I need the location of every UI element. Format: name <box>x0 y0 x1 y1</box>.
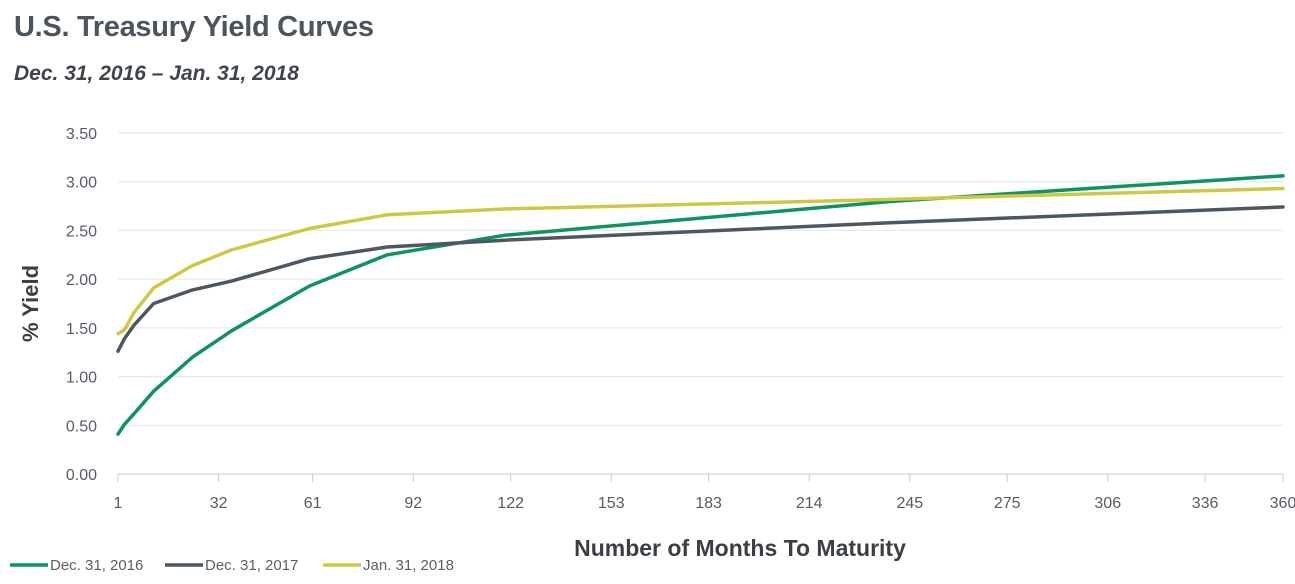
x-tick-label: 336 <box>1192 495 1219 512</box>
chart-title: U.S. Treasury Yield Curves <box>14 11 374 43</box>
y-tick-label: 1.50 <box>66 321 97 338</box>
x-axis-ticks: 1 32 61 92 122 153 183 214 245 275 306 336 360 <box>114 474 1295 512</box>
legend-label: Dec. 31, 2016 <box>50 557 143 574</box>
series-line <box>116 205 1285 353</box>
y-tick-label: 1.00 <box>66 370 97 387</box>
y-tick-label: 3.00 <box>66 175 97 192</box>
series-line <box>116 186 1285 336</box>
y-tick-label: 0.50 <box>66 418 97 435</box>
y-tick-label: 2.50 <box>66 223 97 240</box>
x-tick-label: 306 <box>1094 495 1121 512</box>
x-tick-label: 92 <box>404 495 422 512</box>
y-axis-label: % Yield <box>18 265 43 342</box>
y-tick-label: 3.50 <box>66 126 97 143</box>
x-tick-label: 214 <box>796 495 823 512</box>
x-tick-label: 245 <box>896 495 923 512</box>
legend: Dec. 31, 2016 Dec. 31, 2017 Jan. 31, 2018 <box>10 557 454 574</box>
x-axis-label: Number of Months To Maturity <box>574 535 906 561</box>
x-tick-label: 360 <box>1270 495 1295 512</box>
legend-label: Jan. 31, 2018 <box>363 557 454 574</box>
x-tick-label: 275 <box>994 495 1021 512</box>
x-tick-label: 61 <box>304 495 322 512</box>
chart-subtitle: Dec. 31, 2016 – Jan. 31, 2018 <box>14 62 299 85</box>
x-tick-label: 153 <box>598 495 625 512</box>
x-tick-label: 1 <box>114 495 123 512</box>
y-tick-label: 2.00 <box>66 272 97 289</box>
x-tick-label: 183 <box>695 495 722 512</box>
gridlines <box>118 132 1283 475</box>
x-tick-label: 32 <box>210 495 228 512</box>
series-line <box>116 174 1285 436</box>
y-axis-ticks: 0.00 0.50 1.00 1.50 2.00 2.50 3.00 3.50 <box>66 126 97 484</box>
x-tick-label: 122 <box>497 495 524 512</box>
y-tick-label: 0.00 <box>66 467 97 484</box>
series-lines <box>116 174 1285 436</box>
legend-label: Dec. 31, 2017 <box>205 557 298 574</box>
